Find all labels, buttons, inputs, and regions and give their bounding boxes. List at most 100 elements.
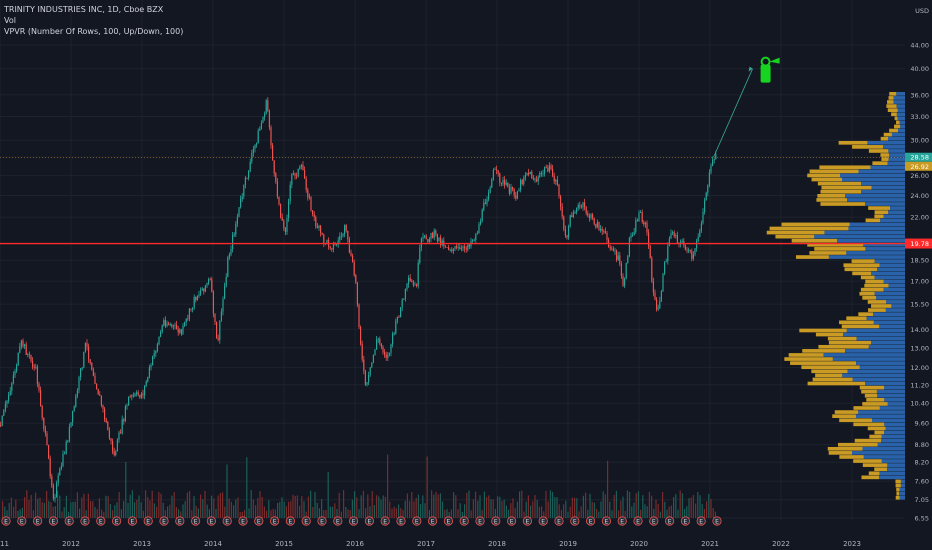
price-tag-label: 26.92 xyxy=(910,163,929,171)
volume-bar xyxy=(505,505,507,518)
candle-body xyxy=(368,375,370,383)
volume-bar xyxy=(356,497,358,518)
earnings-marker xyxy=(112,516,122,526)
candle-body xyxy=(356,282,358,305)
vpvr-up-bar xyxy=(883,145,905,149)
candle-body xyxy=(49,458,51,477)
volume-bar xyxy=(277,502,279,518)
earnings-letter: E xyxy=(67,519,71,526)
earnings-marker xyxy=(364,516,374,526)
candle-body xyxy=(132,395,134,397)
y-tick-label: 24.00 xyxy=(910,192,929,200)
candle-body xyxy=(116,439,118,452)
candle-body xyxy=(76,390,78,396)
candle-body xyxy=(379,338,381,344)
vpvr-up-bar xyxy=(871,418,905,423)
earnings-letter: E xyxy=(462,519,466,526)
vpvr-down-bar xyxy=(853,422,885,427)
earnings-letter: E xyxy=(304,519,308,526)
candle-body xyxy=(203,288,205,292)
candle-body xyxy=(409,277,411,281)
volume-bar xyxy=(644,504,646,518)
y-tick-label: 8.20 xyxy=(915,459,929,467)
candle-body xyxy=(504,180,506,185)
volume-bar xyxy=(538,506,540,518)
volume-bar xyxy=(202,499,204,518)
vpvr-up-bar xyxy=(852,451,905,455)
earnings-marker xyxy=(17,516,27,526)
volume-bar xyxy=(323,509,325,518)
candle-body xyxy=(430,232,432,239)
volume-bar xyxy=(389,501,391,518)
vpvr-up-bar xyxy=(899,120,905,125)
vpvr-down-bar xyxy=(889,92,897,96)
volume-bar xyxy=(391,508,393,518)
candle-body xyxy=(12,375,14,384)
volume-bar xyxy=(593,502,595,518)
candle-body xyxy=(22,340,24,346)
vpvr-up-bar xyxy=(899,487,905,492)
candle-body xyxy=(411,280,413,283)
volume-bar xyxy=(109,504,111,518)
candle-body xyxy=(660,290,662,301)
volume-bar xyxy=(646,506,648,518)
volume-bar xyxy=(699,495,701,518)
volume-bar xyxy=(684,508,686,518)
volume-bar xyxy=(420,504,422,518)
volume-bar xyxy=(442,501,444,518)
vpvr-down-bar xyxy=(895,479,901,484)
volume-label[interactable]: Vol xyxy=(4,16,16,25)
candle-body xyxy=(235,224,237,235)
vpvr-up-bar xyxy=(858,410,905,414)
vpvr-up-bar xyxy=(861,181,905,186)
candle-body xyxy=(500,182,502,184)
earnings-marker xyxy=(64,516,74,526)
vpvr-label[interactable]: VPVR (Number Of Rows, 100, Up/Down, 100) xyxy=(4,27,184,36)
candle-body xyxy=(9,390,11,396)
earnings-marker xyxy=(96,516,106,526)
volume-bar xyxy=(79,508,81,518)
vpvr-down-bar xyxy=(820,189,862,194)
vpvr-up-bar xyxy=(881,459,905,463)
volume-bar xyxy=(637,491,639,518)
volume-bar xyxy=(301,496,303,518)
vpvr-up-bar xyxy=(881,434,905,439)
candle-body xyxy=(596,222,598,228)
candle-body xyxy=(478,224,480,234)
candle-body xyxy=(112,441,114,452)
candle-body xyxy=(171,324,173,327)
candle-body xyxy=(275,173,277,182)
candle-body xyxy=(515,195,517,199)
vpvr-down-bar xyxy=(784,357,833,361)
volume-bar xyxy=(259,491,261,518)
volume-bar xyxy=(37,498,39,518)
volume-bar xyxy=(114,505,116,518)
symbol-title[interactable]: TRINITY INDUSTRIES INC, 1D, Cboe BZX xyxy=(4,5,164,14)
candle-body xyxy=(390,344,392,353)
candle-body xyxy=(414,284,416,286)
volume-bar xyxy=(574,497,576,518)
candle-body xyxy=(438,237,440,241)
candle-body xyxy=(214,313,216,322)
candle-body xyxy=(51,476,53,486)
candle-body xyxy=(176,324,178,329)
volume-bar xyxy=(708,493,710,518)
vpvr-up-bar xyxy=(852,377,905,382)
candle-body xyxy=(166,323,168,327)
vpvr-down-bar xyxy=(861,475,879,480)
volume-bar xyxy=(681,493,683,518)
y-tick-label: 36.00 xyxy=(910,91,929,99)
candle-body xyxy=(712,160,714,166)
candle-body xyxy=(353,262,355,276)
earnings-marker xyxy=(696,516,706,526)
candle-body xyxy=(259,128,261,131)
volume-bar xyxy=(413,501,415,518)
candle-body xyxy=(11,383,13,391)
volume-bar xyxy=(492,499,494,518)
x-tick-label: 2011 xyxy=(0,540,9,548)
volume-bar xyxy=(578,511,580,518)
candle-body xyxy=(150,365,152,368)
vpvr-up-bar xyxy=(847,198,905,202)
candle-body xyxy=(297,168,299,177)
